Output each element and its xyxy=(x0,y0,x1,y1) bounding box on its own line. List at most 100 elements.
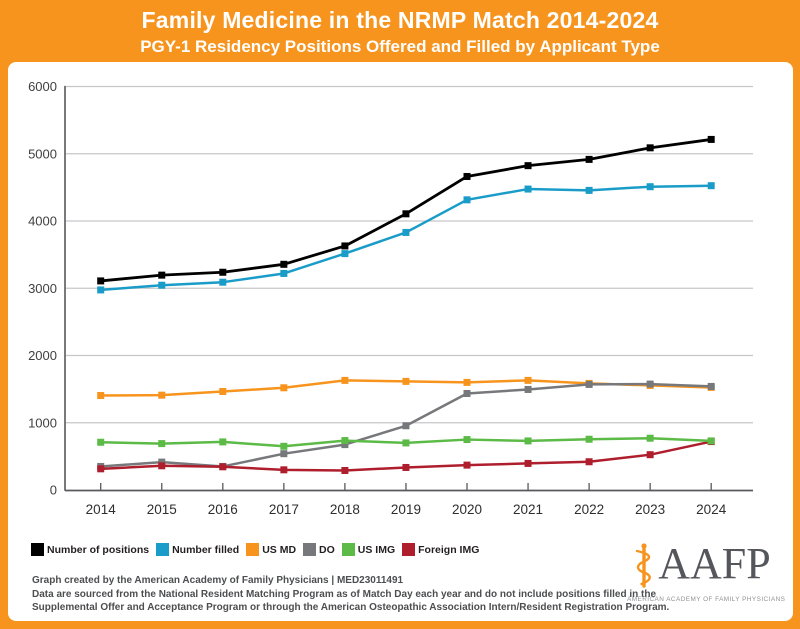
series-line-number-of-positions xyxy=(100,138,712,283)
legend-item: US MD xyxy=(246,543,296,556)
data-point xyxy=(646,183,654,191)
aafp-logo: AAFP AMERICAN ACADEMY OF FAMILY PHYSICIA… xyxy=(627,539,786,604)
footer-line-3: Supplemental Offer and Acceptance Progra… xyxy=(32,602,670,613)
x-axis-label: 2015 xyxy=(147,502,177,517)
legend-item: DO xyxy=(303,543,335,556)
data-point xyxy=(585,186,593,194)
data-point xyxy=(585,458,593,466)
data-point xyxy=(341,250,349,258)
data-point xyxy=(219,278,227,286)
data-point xyxy=(463,436,471,444)
data-point xyxy=(280,442,288,450)
caduceus-icon xyxy=(633,542,655,593)
data-point xyxy=(463,389,471,397)
data-point xyxy=(158,440,166,448)
legend-swatch xyxy=(156,543,170,556)
legend-label: US MD xyxy=(262,543,297,556)
data-point xyxy=(341,466,349,474)
chart-area: 0 1000 2000 3000 4000 5000 6000 2014 2015 2016 201… xyxy=(8,62,793,537)
x-axis-label: 2017 xyxy=(269,502,299,517)
legend-label: Number filled xyxy=(172,543,240,556)
data-point xyxy=(524,376,532,384)
data-point xyxy=(158,391,166,399)
data-point xyxy=(280,384,288,392)
x-axis-label: 2022 xyxy=(574,502,604,517)
data-point xyxy=(280,269,288,277)
data-point xyxy=(524,385,532,393)
y-axis-label: 4000 xyxy=(28,214,57,229)
data-point xyxy=(97,465,105,473)
data-point xyxy=(463,378,471,386)
x-axis-label: 2020 xyxy=(452,502,482,517)
data-point xyxy=(402,210,410,218)
x-axis-label: 2024 xyxy=(696,502,727,517)
data-point xyxy=(158,462,166,470)
legend-item: Number of positions xyxy=(31,543,149,556)
page-subtitle: PGY-1 Residency Positions Offered and Fi… xyxy=(140,37,660,56)
data-point xyxy=(585,155,593,163)
data-point xyxy=(402,228,410,236)
data-point xyxy=(341,376,349,384)
data-point xyxy=(158,458,166,466)
x-axis-label: 2023 xyxy=(635,502,665,517)
x-axis-label: 2014 xyxy=(86,502,117,517)
legend-swatch xyxy=(402,543,416,556)
page-title: Family Medicine in the NRMP Match 2014-2… xyxy=(141,7,659,33)
data-point xyxy=(158,281,166,289)
data-point xyxy=(97,277,105,285)
x-axis-label: 2021 xyxy=(513,502,543,517)
data-point xyxy=(402,463,410,471)
data-point xyxy=(524,185,532,193)
header: Family Medicine in the NRMP Match 2014-2… xyxy=(0,0,800,62)
data-point xyxy=(341,441,349,449)
legend-swatch xyxy=(31,543,44,556)
data-point xyxy=(585,435,593,443)
x-axis-label: 2018 xyxy=(330,502,360,517)
legend-swatch xyxy=(341,543,355,556)
data-point xyxy=(463,172,471,180)
legend-label: DO xyxy=(319,543,335,556)
chart-svg: 0 1000 2000 3000 4000 5000 6000 2014 2015 2016 201… xyxy=(28,79,753,517)
legend-label: Foreign IMG xyxy=(418,543,480,556)
y-axis-label: 1000 xyxy=(28,415,57,430)
logo-text: AAFP xyxy=(658,539,771,588)
data-point xyxy=(158,271,166,279)
legend-label: Number of positions xyxy=(47,543,150,556)
data-point xyxy=(341,242,349,250)
data-point xyxy=(219,268,227,276)
y-axis-label: 0 xyxy=(50,483,57,498)
data-point xyxy=(219,438,227,446)
data-point xyxy=(280,466,288,474)
data-point xyxy=(707,135,715,143)
data-point xyxy=(707,382,715,390)
legend-label: US IMG xyxy=(357,543,396,556)
data-point xyxy=(280,260,288,268)
data-point xyxy=(402,377,410,385)
legend-item: US IMG xyxy=(341,543,396,556)
legend-swatch xyxy=(303,543,317,556)
data-point xyxy=(402,439,410,447)
legend-item: Foreign IMG xyxy=(402,543,479,556)
logo-tagline: AMERICAN ACADEMY OF FAMILY PHYSICIANS xyxy=(627,596,786,603)
data-point xyxy=(463,461,471,469)
data-point xyxy=(707,182,715,190)
data-point xyxy=(219,463,227,471)
data-point xyxy=(585,380,593,388)
data-point xyxy=(646,434,654,442)
content-panel: 0 1000 2000 3000 4000 5000 6000 2014 2015 2016 201… xyxy=(8,62,793,621)
legend-item: Number filled xyxy=(156,543,239,556)
data-point xyxy=(524,459,532,467)
footer-line-2: Data are sourced from the National Resid… xyxy=(32,588,657,600)
data-point xyxy=(97,392,105,400)
y-axis-label: 2000 xyxy=(28,348,57,363)
data-point xyxy=(341,437,349,445)
data-point xyxy=(97,438,105,446)
legend-swatch xyxy=(246,543,260,556)
data-point xyxy=(402,422,410,430)
y-axis-label: 6000 xyxy=(28,79,57,94)
data-point xyxy=(97,286,105,294)
data-point xyxy=(280,450,288,458)
data-point xyxy=(646,451,654,459)
y-axis-label: 5000 xyxy=(28,146,57,161)
